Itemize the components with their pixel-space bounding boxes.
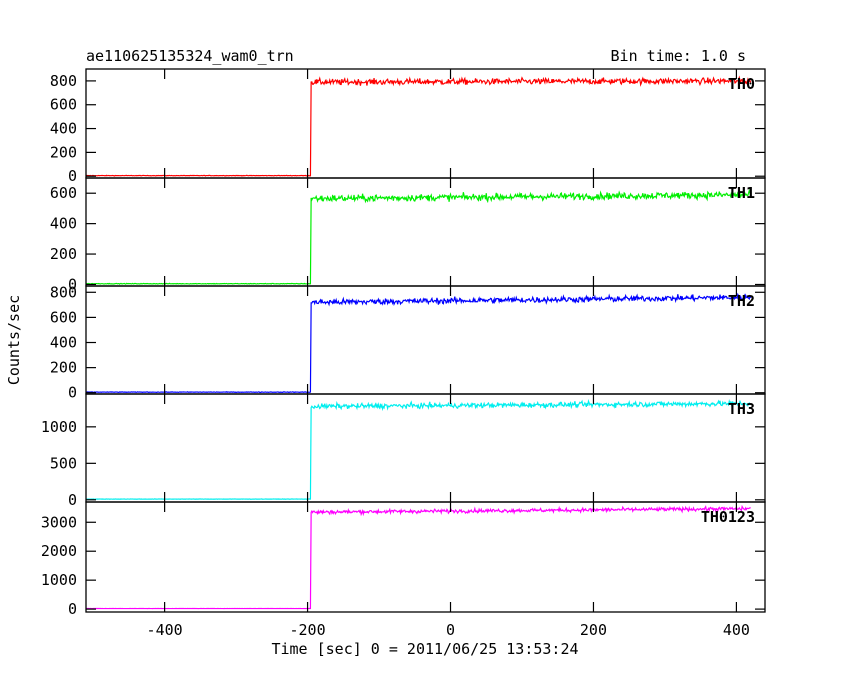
x-tick-label: 0 (446, 621, 455, 639)
y-tick-label: 200 (50, 245, 77, 263)
panel-frame (85, 68, 766, 179)
panel-label: TH0123 (701, 508, 755, 526)
y-tick-label: 500 (50, 454, 77, 472)
panel-th3: 0 500 1000 TH3 (41, 393, 766, 509)
panel-label: TH2 (728, 292, 755, 310)
y-tick-label: 3000 (41, 513, 77, 531)
y-tick-label: 200 (50, 359, 77, 377)
y-tick-label: 1000 (41, 418, 77, 436)
y-tick-label: 800 (50, 72, 77, 90)
panel-frame (85, 285, 766, 395)
y-axis-label: Counts/sec (5, 295, 23, 385)
panel-frame (85, 177, 766, 287)
y-tick-label: 600 (50, 96, 77, 114)
y-tick-label: 1000 (41, 571, 77, 589)
y-tick-label: 0 (68, 167, 77, 185)
y-tick-label: 400 (50, 215, 77, 233)
x-tick-label: -200 (290, 621, 326, 639)
panel-label: TH1 (728, 184, 755, 202)
y-tick-label: 800 (50, 283, 77, 301)
y-tick-label: 200 (50, 143, 77, 161)
chart-title: ae110625135324_wam0_trn (86, 47, 294, 65)
panel-frame (85, 393, 766, 503)
x-tick-label: -400 (147, 621, 183, 639)
panels-group: 0 200 400 600 800 TH0 0 200 400 600 TH1 0 200 400 600 8… (41, 68, 766, 639)
y-tick-label: 0 (68, 491, 77, 509)
panel-label: TH0 (728, 75, 755, 93)
panel-th2: 0 200 400 600 800 TH2 (50, 283, 766, 402)
x-tick-label: 400 (723, 621, 750, 639)
series-th3 (85, 398, 752, 500)
series-th0123 (85, 504, 751, 610)
panel-th0123: 0 1000 2000 3000 TH0123 (41, 501, 766, 618)
series-th0 (85, 75, 752, 177)
series-th1 (85, 188, 752, 285)
y-tick-label: 2000 (41, 542, 77, 560)
y-tick-label: 400 (50, 120, 77, 138)
panel-th1: 0 200 400 600 TH1 (50, 177, 766, 293)
y-tick-label: 0 (68, 384, 77, 402)
series-th2 (85, 292, 752, 394)
y-tick-label: 600 (50, 184, 77, 202)
x-axis-label: Time [sec] 0 = 2011/06/25 13:53:24 (271, 640, 578, 658)
panel-frame (85, 501, 766, 613)
y-tick-label: 600 (50, 308, 77, 326)
panel-label: TH3 (728, 400, 755, 418)
bin-time-label: Bin time: 1.0 s (611, 47, 746, 65)
y-tick-label: 400 (50, 334, 77, 352)
y-tick-label: 0 (68, 600, 77, 618)
y-tick-label: 0 (68, 275, 77, 293)
panel-th0: 0 200 400 600 800 TH0 (50, 68, 766, 185)
x-tick-label: 200 (580, 621, 607, 639)
